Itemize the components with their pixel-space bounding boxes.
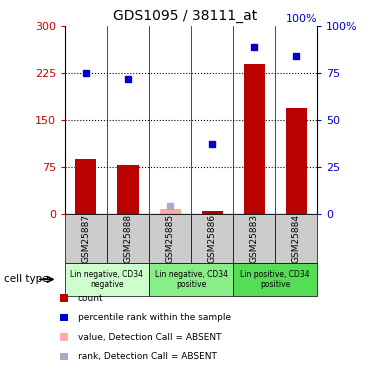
- Bar: [149, 262, 233, 296]
- Text: Lin positive, CD34
positive: Lin positive, CD34 positive: [240, 270, 310, 289]
- Text: Lin negative, CD34
positive: Lin negative, CD34 positive: [155, 270, 227, 289]
- Text: GSM25886: GSM25886: [208, 214, 217, 262]
- Text: GSM25885: GSM25885: [165, 214, 174, 262]
- Bar: [107, 214, 149, 262]
- Text: percentile rank within the sample: percentile rank within the sample: [78, 313, 231, 322]
- Bar: [275, 214, 317, 262]
- Bar: [60, 333, 68, 340]
- Bar: [149, 214, 191, 262]
- Bar: [60, 352, 68, 360]
- Bar: [65, 214, 107, 262]
- Bar: [75, 159, 96, 214]
- Text: value, Detection Call = ABSENT: value, Detection Call = ABSENT: [78, 333, 221, 342]
- Bar: [65, 262, 149, 296]
- Bar: [60, 314, 68, 321]
- Bar: [118, 165, 138, 214]
- Bar: [160, 212, 181, 214]
- Text: GSM25888: GSM25888: [124, 214, 132, 262]
- Text: GSM25883: GSM25883: [250, 214, 259, 262]
- Text: rank, Detection Call = ABSENT: rank, Detection Call = ABSENT: [78, 352, 217, 361]
- Text: GSM25887: GSM25887: [82, 214, 91, 262]
- Bar: [191, 214, 233, 262]
- Text: Lin negative, CD34
negative: Lin negative, CD34 negative: [70, 270, 144, 289]
- Bar: [233, 214, 275, 262]
- Text: 100%: 100%: [286, 14, 317, 24]
- Text: count: count: [78, 294, 104, 303]
- Bar: [160, 209, 181, 214]
- Bar: [60, 294, 68, 302]
- Text: GDS1095 / 38111_at: GDS1095 / 38111_at: [114, 9, 257, 23]
- Bar: [244, 64, 265, 214]
- Bar: [286, 108, 307, 214]
- Text: cell type: cell type: [4, 274, 48, 284]
- Bar: [201, 211, 223, 214]
- Bar: [233, 262, 317, 296]
- Text: GSM25884: GSM25884: [292, 214, 301, 262]
